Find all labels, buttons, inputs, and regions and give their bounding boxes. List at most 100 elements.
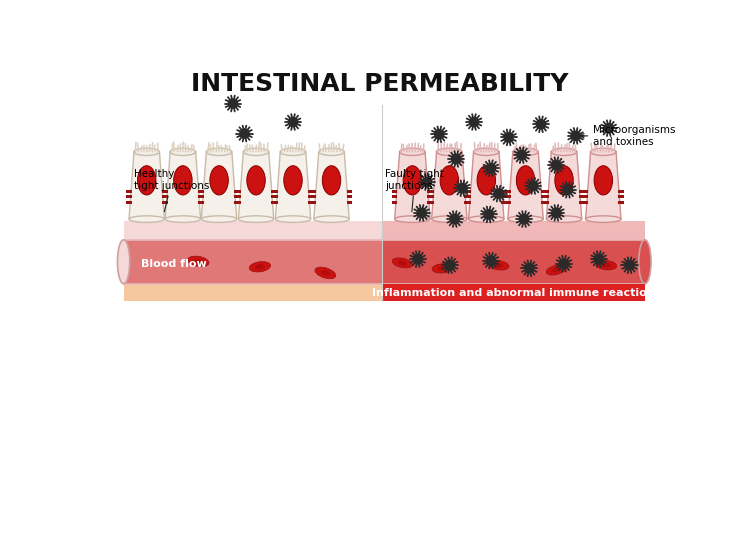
Ellipse shape (437, 148, 462, 156)
Bar (466, 201, 471, 204)
Polygon shape (314, 152, 349, 219)
Ellipse shape (585, 216, 621, 222)
Text: Faulty tight
junctions: Faulty tight junctions (386, 169, 444, 212)
Text: Blood flow: Blood flow (141, 260, 206, 269)
Ellipse shape (488, 261, 509, 270)
Bar (163, 201, 168, 204)
Bar (583, 201, 588, 204)
Text: Inflammation and abnormal immune reaction: Inflammation and abnormal immune reactio… (372, 288, 655, 298)
Text: Microorganisms
and toxines: Microorganisms and toxines (579, 125, 676, 147)
Bar (466, 195, 471, 198)
Ellipse shape (552, 267, 561, 273)
Ellipse shape (275, 216, 311, 222)
Ellipse shape (440, 166, 459, 195)
Ellipse shape (397, 261, 407, 266)
Bar (163, 190, 168, 193)
Circle shape (413, 255, 423, 263)
Ellipse shape (431, 216, 467, 222)
Polygon shape (238, 152, 274, 219)
Ellipse shape (118, 240, 130, 283)
Ellipse shape (513, 148, 538, 156)
Bar (308, 195, 314, 198)
Bar (234, 195, 240, 198)
Bar (583, 195, 588, 198)
Ellipse shape (193, 259, 203, 264)
Bar (271, 201, 277, 204)
Bar (505, 201, 511, 204)
Bar (308, 201, 314, 204)
Bar (505, 195, 511, 198)
Circle shape (552, 160, 561, 170)
Circle shape (445, 261, 454, 270)
Bar (311, 201, 317, 204)
Bar (124, 221, 382, 240)
Ellipse shape (134, 148, 159, 156)
Bar (272, 201, 278, 204)
Bar (271, 195, 277, 198)
Ellipse shape (188, 256, 209, 267)
Circle shape (494, 189, 503, 198)
Bar (162, 201, 167, 204)
Bar (392, 195, 397, 198)
Bar (579, 195, 585, 198)
Ellipse shape (594, 166, 613, 195)
Bar (198, 201, 204, 204)
Bar (346, 190, 352, 193)
Bar (382, 221, 645, 240)
Bar (198, 195, 204, 198)
Ellipse shape (400, 148, 425, 156)
Ellipse shape (494, 263, 503, 268)
Ellipse shape (551, 148, 576, 156)
Bar (235, 195, 241, 198)
Polygon shape (546, 152, 582, 219)
Bar (124, 240, 382, 283)
Bar (198, 195, 204, 198)
Circle shape (417, 208, 426, 217)
Bar (429, 201, 434, 204)
Bar (429, 195, 434, 198)
Circle shape (604, 124, 613, 133)
Bar (464, 195, 470, 198)
Circle shape (450, 215, 460, 224)
Bar (428, 190, 433, 193)
Circle shape (289, 118, 297, 127)
Polygon shape (585, 152, 621, 219)
Bar (392, 190, 397, 193)
Ellipse shape (255, 264, 265, 269)
Text: Healthy
tight junctions: Healthy tight junctions (135, 169, 209, 212)
Ellipse shape (314, 216, 349, 222)
Bar (540, 195, 546, 198)
Bar (272, 190, 278, 193)
Circle shape (625, 261, 634, 270)
Circle shape (563, 185, 573, 195)
Bar (198, 201, 204, 204)
Circle shape (423, 177, 431, 186)
Bar (346, 201, 352, 204)
Bar (127, 195, 132, 198)
Bar (235, 190, 241, 193)
Ellipse shape (210, 166, 229, 195)
Bar (464, 190, 470, 193)
Bar (540, 201, 546, 204)
Bar (127, 201, 132, 204)
Bar (235, 201, 241, 204)
Bar (382, 240, 645, 283)
Ellipse shape (174, 166, 192, 195)
Bar (464, 201, 470, 204)
Bar (544, 190, 549, 193)
Polygon shape (275, 152, 311, 219)
Bar (198, 190, 204, 193)
Circle shape (594, 255, 603, 263)
Ellipse shape (138, 166, 156, 195)
Circle shape (229, 99, 238, 108)
Bar (272, 195, 278, 198)
Ellipse shape (315, 267, 336, 279)
Circle shape (559, 259, 568, 268)
Circle shape (486, 164, 496, 173)
Bar (162, 190, 167, 193)
Ellipse shape (320, 270, 330, 276)
Ellipse shape (238, 216, 274, 222)
Ellipse shape (323, 166, 340, 195)
Bar (234, 201, 240, 204)
Ellipse shape (596, 261, 616, 270)
